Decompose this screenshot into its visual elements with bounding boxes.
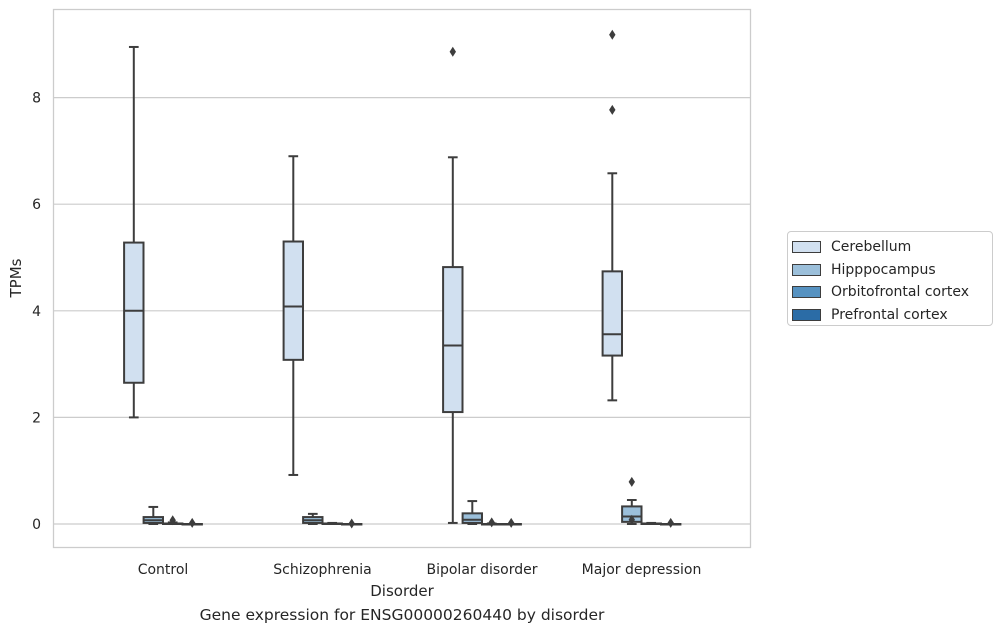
outlier-point — [667, 517, 674, 528]
outlier-point — [628, 514, 635, 525]
y-tick-label: 4 — [32, 304, 41, 320]
legend-swatch — [792, 263, 821, 276]
outlier-point — [609, 104, 616, 115]
legend-item: Hipppocampus — [792, 259, 992, 282]
outlier-point — [189, 517, 196, 528]
box-1-0 — [282, 155, 305, 476]
box-3-1 — [621, 476, 643, 525]
plot-frame — [52, 8, 752, 549]
y-tick-label: 6 — [32, 197, 41, 213]
box-2-3 — [500, 517, 522, 528]
x-tick-labels: Control Schizophrenia Bipolar disorder Majo… — [138, 562, 702, 578]
box-2-0 — [442, 46, 464, 524]
legend-item: Orbitofrontal cortex — [792, 281, 992, 304]
outlier-point — [609, 29, 616, 40]
box-body — [601, 270, 623, 357]
box-body — [461, 512, 484, 524]
box-body — [282, 240, 305, 361]
outlier-point — [348, 518, 355, 529]
box-2-1 — [461, 500, 484, 525]
box-1-1 — [302, 512, 324, 525]
box-3-2 — [640, 521, 662, 525]
legend-item: Prefrontal cortex — [792, 304, 992, 327]
legend-swatch — [792, 308, 821, 321]
outlier-point — [508, 517, 515, 528]
legend-swatch — [792, 241, 821, 254]
outlier-point — [628, 476, 635, 487]
outlier-point — [488, 517, 495, 528]
y-tick-label: 2 — [32, 410, 41, 426]
box-0-1 — [142, 505, 165, 525]
x-tick-label: Control — [138, 562, 189, 578]
outlier-point — [449, 46, 456, 57]
grid-lines — [53, 96, 751, 525]
x-tick-label: Bipolar disorder — [426, 562, 537, 578]
y-tick-labels: 0 2 4 6 8 — [32, 91, 41, 533]
legend-item: Cerebellum — [792, 236, 992, 259]
box-body — [442, 266, 464, 414]
box-3-0 — [601, 29, 623, 402]
box-0-3 — [181, 517, 203, 528]
x-axis-label: Disorder — [370, 582, 434, 600]
x-tick-label: Major depression — [582, 562, 702, 578]
box-0-0 — [123, 45, 145, 419]
chart-caption: Gene expression for ENSG00000260440 by d… — [199, 606, 605, 624]
box-3-3 — [660, 517, 682, 528]
legend-label: Hipppocampus — [831, 261, 936, 278]
y-axis-label: TPMs — [7, 258, 25, 298]
legend: Cerebellum Hipppocampus Orbitofrontal cort… — [787, 231, 993, 326]
y-tick-label: 0 — [32, 517, 41, 533]
outlier-point — [169, 515, 176, 526]
box-1-2 — [321, 521, 343, 525]
x-tick-label: Schizophrenia — [273, 562, 371, 578]
legend-label: Prefrontal cortex — [831, 306, 948, 323]
box-2-2 — [481, 517, 503, 528]
legend-swatch — [792, 286, 821, 299]
box-body — [123, 241, 145, 384]
box-1-3 — [341, 518, 363, 529]
legend-label: Cerebellum — [831, 239, 912, 256]
box-plot-area — [123, 29, 682, 529]
box-0-2 — [162, 515, 184, 526]
legend-label: Orbitofrontal cortex — [831, 284, 969, 301]
y-tick-label: 8 — [32, 91, 41, 107]
